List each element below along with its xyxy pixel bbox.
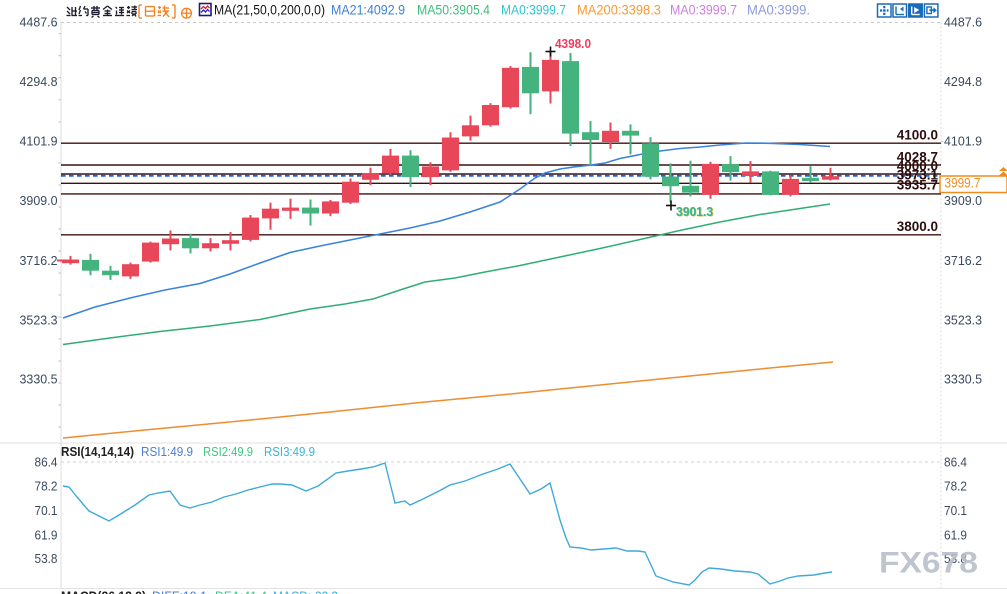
svg-text:RSI(14,14,14): RSI(14,14,14) [61,444,134,459]
svg-text:53.8: 53.8 [35,552,58,566]
svg-text:DIFF:19.1: DIFF:19.1 [152,589,207,594]
svg-text:RSI3:49.9: RSI3:49.9 [264,444,315,459]
svg-text:4487.6: 4487.6 [944,16,982,30]
svg-text:MA0:3999.7: MA0:3999.7 [501,3,566,18]
svg-text:86.4: 86.4 [35,456,58,470]
svg-text:4101.9: 4101.9 [944,135,982,149]
svg-text:4294.8: 4294.8 [944,75,982,89]
svg-text:4000.0: 4000.0 [897,158,938,173]
svg-text:78.2: 78.2 [35,480,58,494]
svg-text:3973.1: 3973.1 [897,168,939,183]
svg-text:53.8: 53.8 [944,552,967,566]
svg-text:70.1: 70.1 [35,504,58,518]
svg-text:86.4: 86.4 [944,456,967,470]
svg-text:MA0:3999.: MA0:3999. [747,3,810,18]
svg-text:3716.2: 3716.2 [20,254,58,268]
svg-text:MA0:3999.7: MA0:3999.7 [670,3,737,18]
svg-text:4294.8: 4294.8 [20,75,58,89]
svg-text:4101.9: 4101.9 [20,135,58,149]
svg-text:3330.5: 3330.5 [944,373,982,387]
svg-text:3716.2: 3716.2 [944,254,982,268]
svg-text:MA21:4092.9: MA21:4092.9 [331,3,405,18]
svg-text:3523.3: 3523.3 [944,314,982,328]
svg-text:4028.7: 4028.7 [897,150,938,165]
svg-text:MACD:-22.3: MACD:-22.3 [273,589,338,594]
svg-text:61.9: 61.9 [944,529,967,543]
svg-text:4398.0: 4398.0 [555,36,591,51]
svg-text:3523.3: 3523.3 [20,314,58,328]
svg-text:78.2: 78.2 [944,480,967,494]
svg-text:FX678: FX678 [879,547,978,580]
svg-text:DEA:41.4: DEA:41.4 [215,589,267,594]
svg-text:MACD(26,12,9): MACD(26,12,9) [61,589,146,594]
svg-text:61.9: 61.9 [35,529,58,543]
svg-text:3330.5: 3330.5 [20,373,58,387]
svg-text:3901.3: 3901.3 [677,205,714,220]
svg-text:MA200:3398.3: MA200:3398.3 [577,3,661,18]
svg-text:MA(21,50,0,200,0,0): MA(21,50,0,200,0,0) [214,3,325,18]
svg-text:4487.6: 4487.6 [20,16,58,30]
svg-text:3909.0: 3909.0 [20,194,58,208]
svg-text:RSI2:49.9: RSI2:49.9 [203,444,253,459]
svg-text:4100.0: 4100.0 [897,128,938,143]
svg-text:70.1: 70.1 [944,504,967,518]
svg-text:3901.3: 3901.3 [676,204,713,219]
svg-text:RSI1:49.9: RSI1:49.9 [141,444,193,459]
svg-text:3800.0: 3800.0 [897,219,938,234]
svg-text:3999.7: 3999.7 [945,176,981,191]
svg-text:3909.0: 3909.0 [944,194,982,208]
svg-text:3935.7: 3935.7 [897,178,938,193]
svg-text:MA50:3905.4: MA50:3905.4 [417,3,490,18]
